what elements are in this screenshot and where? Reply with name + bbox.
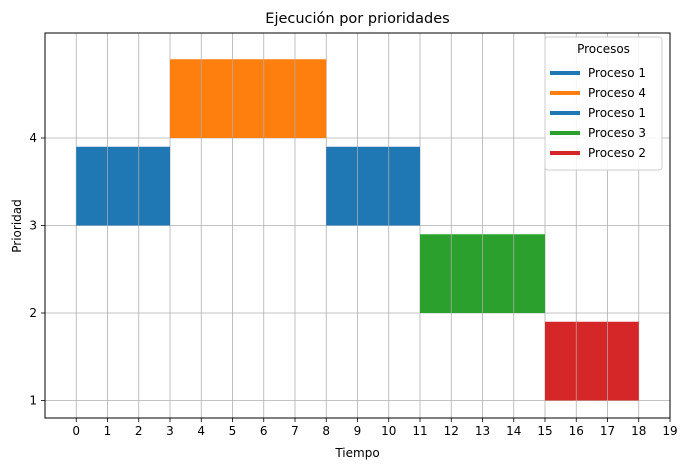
x-tick-label: 1 <box>104 424 112 438</box>
y-tick-label: 2 <box>29 306 37 320</box>
x-tick-label: 3 <box>166 424 174 438</box>
x-tick-label: 19 <box>662 424 677 438</box>
x-tick-label: 6 <box>260 424 268 438</box>
bar-proceso-4-1 <box>170 59 327 138</box>
x-tick-label: 18 <box>631 424 646 438</box>
legend-entry: Proceso 1 <box>588 106 646 120</box>
x-tick-label: 15 <box>537 424 552 438</box>
x-tick-label: 16 <box>569 424 584 438</box>
chart-title: Ejecución por prioridades <box>265 11 449 27</box>
legend-entry: Proceso 1 <box>588 66 646 80</box>
y-tick-label: 1 <box>29 394 37 408</box>
x-axis-label: Tiempo <box>334 446 379 460</box>
y-tick-label: 3 <box>29 219 37 233</box>
bar-proceso-1-2 <box>326 146 420 226</box>
bar-proceso-1-0 <box>76 146 170 226</box>
x-axis-ticks: 0 1 2 3 4 5 6 7 8 9 10 11 12 13 14 15 16 17 18 19 <box>72 418 678 438</box>
x-tick-label: 4 <box>197 424 205 438</box>
x-tick-label: 5 <box>229 424 237 438</box>
legend-box <box>544 36 663 171</box>
x-tick-label: 7 <box>291 424 299 438</box>
legend-entry: Proceso 3 <box>588 126 646 140</box>
x-tick-label: 8 <box>322 424 330 438</box>
legend-entry: Proceso 2 <box>588 146 646 160</box>
x-tick-label: 11 <box>412 424 427 438</box>
bar-proceso-2-4 <box>545 321 639 401</box>
x-tick-label: 12 <box>444 424 459 438</box>
x-tick-label: 9 <box>354 424 362 438</box>
y-tick-label: 4 <box>29 131 37 145</box>
x-tick-label: 17 <box>600 424 615 438</box>
y-axis-ticks: 1 2 3 4 <box>29 131 45 408</box>
legend-entry: Proceso 4 <box>588 86 646 100</box>
x-tick-label: 14 <box>506 424 521 438</box>
legend-items: Proceso 1 Proceso 4 Proceso 1 Proceso 3 Proc… <box>550 66 646 160</box>
bars <box>76 59 639 401</box>
x-tick-label: 13 <box>475 424 490 438</box>
legend-title: Procesos <box>577 42 630 56</box>
x-tick-label: 10 <box>381 424 396 438</box>
x-tick-label: 2 <box>135 424 143 438</box>
y-axis-label: Prioridad <box>10 199 24 253</box>
x-tick-label: 0 <box>72 424 80 438</box>
